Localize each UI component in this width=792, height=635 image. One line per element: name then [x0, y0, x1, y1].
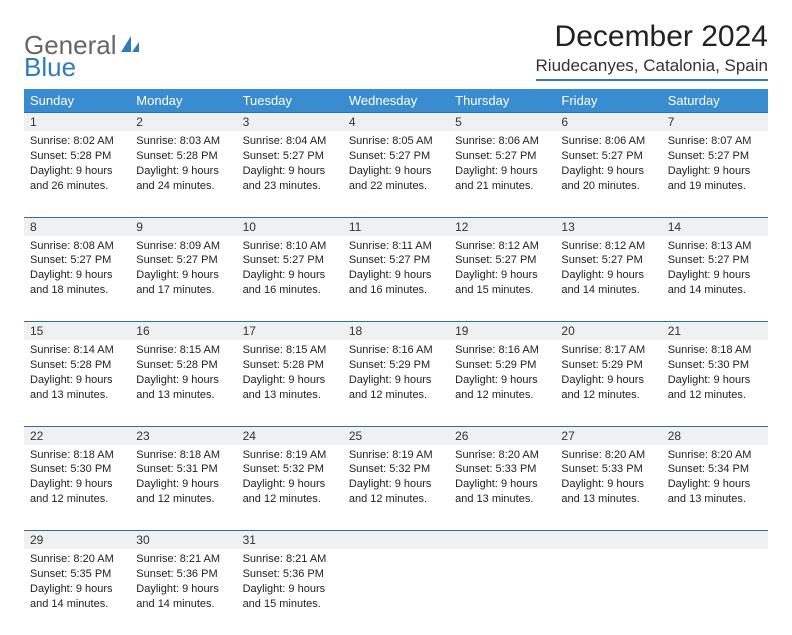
day-number-cell: 2: [130, 113, 236, 132]
day-number-cell: 15: [24, 322, 130, 341]
weekday-header: Wednesday: [343, 89, 449, 113]
day-content-cell: Sunrise: 8:06 AMSunset: 5:27 PMDaylight:…: [449, 131, 555, 217]
day-number-cell: 13: [555, 217, 661, 236]
day-number-row: 15161718192021: [24, 322, 768, 341]
weekday-header: Saturday: [662, 89, 768, 113]
day-content-cell: Sunrise: 8:09 AMSunset: 5:27 PMDaylight:…: [130, 236, 236, 322]
day-number-cell: 6: [555, 113, 661, 132]
day-content-cell: Sunrise: 8:18 AMSunset: 5:30 PMDaylight:…: [662, 340, 768, 426]
day-number-cell: [343, 531, 449, 550]
day-number-cell: [449, 531, 555, 550]
day-content-cell: Sunrise: 8:06 AMSunset: 5:27 PMDaylight:…: [555, 131, 661, 217]
day-content-cell: [555, 549, 661, 635]
day-number-cell: 16: [130, 322, 236, 341]
day-number-cell: 17: [237, 322, 343, 341]
day-content-row: Sunrise: 8:02 AMSunset: 5:28 PMDaylight:…: [24, 131, 768, 217]
day-number-cell: 4: [343, 113, 449, 132]
day-content-row: Sunrise: 8:08 AMSunset: 5:27 PMDaylight:…: [24, 236, 768, 322]
day-content-cell: Sunrise: 8:20 AMSunset: 5:33 PMDaylight:…: [449, 445, 555, 531]
day-number-cell: 30: [130, 531, 236, 550]
page-header: General December 2024 Riudecanyes, Catal…: [24, 20, 768, 81]
day-number-row: 891011121314: [24, 217, 768, 236]
day-content-cell: Sunrise: 8:20 AMSunset: 5:35 PMDaylight:…: [24, 549, 130, 635]
sail-icon: [119, 30, 141, 61]
day-number-cell: 20: [555, 322, 661, 341]
day-number-cell: 7: [662, 113, 768, 132]
weekday-header: Tuesday: [237, 89, 343, 113]
day-content-row: Sunrise: 8:18 AMSunset: 5:30 PMDaylight:…: [24, 445, 768, 531]
day-number-cell: 8: [24, 217, 130, 236]
day-content-cell: Sunrise: 8:19 AMSunset: 5:32 PMDaylight:…: [343, 445, 449, 531]
day-content-cell: Sunrise: 8:18 AMSunset: 5:31 PMDaylight:…: [130, 445, 236, 531]
day-content-cell: Sunrise: 8:08 AMSunset: 5:27 PMDaylight:…: [24, 236, 130, 322]
day-number-cell: 23: [130, 426, 236, 445]
day-number-cell: 29: [24, 531, 130, 550]
day-number-cell: 1: [24, 113, 130, 132]
day-content-cell: Sunrise: 8:12 AMSunset: 5:27 PMDaylight:…: [449, 236, 555, 322]
day-content-cell: Sunrise: 8:10 AMSunset: 5:27 PMDaylight:…: [237, 236, 343, 322]
day-content-cell: Sunrise: 8:02 AMSunset: 5:28 PMDaylight:…: [24, 131, 130, 217]
day-content-row: Sunrise: 8:20 AMSunset: 5:35 PMDaylight:…: [24, 549, 768, 635]
day-number-cell: 25: [343, 426, 449, 445]
location-text: Riudecanyes, Catalonia, Spain: [536, 56, 768, 81]
day-number-cell: [555, 531, 661, 550]
brand-part2: Blue: [24, 52, 76, 83]
day-number-cell: 24: [237, 426, 343, 445]
day-content-cell: Sunrise: 8:07 AMSunset: 5:27 PMDaylight:…: [662, 131, 768, 217]
day-number-cell: 5: [449, 113, 555, 132]
day-content-cell: Sunrise: 8:16 AMSunset: 5:29 PMDaylight:…: [449, 340, 555, 426]
calendar-table: SundayMondayTuesdayWednesdayThursdayFrid…: [24, 89, 768, 635]
day-content-cell: Sunrise: 8:05 AMSunset: 5:27 PMDaylight:…: [343, 131, 449, 217]
day-number-row: 22232425262728: [24, 426, 768, 445]
day-number-cell: 9: [130, 217, 236, 236]
day-content-cell: Sunrise: 8:21 AMSunset: 5:36 PMDaylight:…: [237, 549, 343, 635]
day-number-row: 1234567: [24, 113, 768, 132]
day-content-cell: Sunrise: 8:18 AMSunset: 5:30 PMDaylight:…: [24, 445, 130, 531]
day-number-cell: 21: [662, 322, 768, 341]
title-block: December 2024 Riudecanyes, Catalonia, Sp…: [536, 20, 768, 81]
month-title: December 2024: [536, 20, 768, 54]
day-content-cell: Sunrise: 8:11 AMSunset: 5:27 PMDaylight:…: [343, 236, 449, 322]
day-number-cell: 14: [662, 217, 768, 236]
day-content-cell: [662, 549, 768, 635]
day-content-cell: Sunrise: 8:15 AMSunset: 5:28 PMDaylight:…: [237, 340, 343, 426]
day-content-cell: [343, 549, 449, 635]
day-content-row: Sunrise: 8:14 AMSunset: 5:28 PMDaylight:…: [24, 340, 768, 426]
day-content-cell: [449, 549, 555, 635]
day-content-cell: Sunrise: 8:21 AMSunset: 5:36 PMDaylight:…: [130, 549, 236, 635]
day-number-cell: 3: [237, 113, 343, 132]
day-content-cell: Sunrise: 8:15 AMSunset: 5:28 PMDaylight:…: [130, 340, 236, 426]
day-content-cell: Sunrise: 8:13 AMSunset: 5:27 PMDaylight:…: [662, 236, 768, 322]
day-content-cell: Sunrise: 8:16 AMSunset: 5:29 PMDaylight:…: [343, 340, 449, 426]
day-content-cell: Sunrise: 8:14 AMSunset: 5:28 PMDaylight:…: [24, 340, 130, 426]
day-content-cell: Sunrise: 8:04 AMSunset: 5:27 PMDaylight:…: [237, 131, 343, 217]
day-number-cell: 10: [237, 217, 343, 236]
day-number-cell: 22: [24, 426, 130, 445]
day-content-cell: Sunrise: 8:17 AMSunset: 5:29 PMDaylight:…: [555, 340, 661, 426]
day-content-cell: Sunrise: 8:03 AMSunset: 5:28 PMDaylight:…: [130, 131, 236, 217]
day-content-cell: Sunrise: 8:12 AMSunset: 5:27 PMDaylight:…: [555, 236, 661, 322]
weekday-header: Thursday: [449, 89, 555, 113]
weekday-header-row: SundayMondayTuesdayWednesdayThursdayFrid…: [24, 89, 768, 113]
day-number-cell: 31: [237, 531, 343, 550]
day-content-cell: Sunrise: 8:20 AMSunset: 5:33 PMDaylight:…: [555, 445, 661, 531]
weekday-header: Friday: [555, 89, 661, 113]
day-number-cell: 11: [343, 217, 449, 236]
weekday-header: Sunday: [24, 89, 130, 113]
day-number-cell: 12: [449, 217, 555, 236]
day-number-cell: 28: [662, 426, 768, 445]
day-content-cell: Sunrise: 8:20 AMSunset: 5:34 PMDaylight:…: [662, 445, 768, 531]
day-content-cell: Sunrise: 8:19 AMSunset: 5:32 PMDaylight:…: [237, 445, 343, 531]
day-number-cell: [662, 531, 768, 550]
calendar-body: 1234567Sunrise: 8:02 AMSunset: 5:28 PMDa…: [24, 113, 768, 635]
day-number-row: 293031: [24, 531, 768, 550]
day-number-cell: 18: [343, 322, 449, 341]
day-number-cell: 27: [555, 426, 661, 445]
day-number-cell: 19: [449, 322, 555, 341]
weekday-header: Monday: [130, 89, 236, 113]
day-number-cell: 26: [449, 426, 555, 445]
